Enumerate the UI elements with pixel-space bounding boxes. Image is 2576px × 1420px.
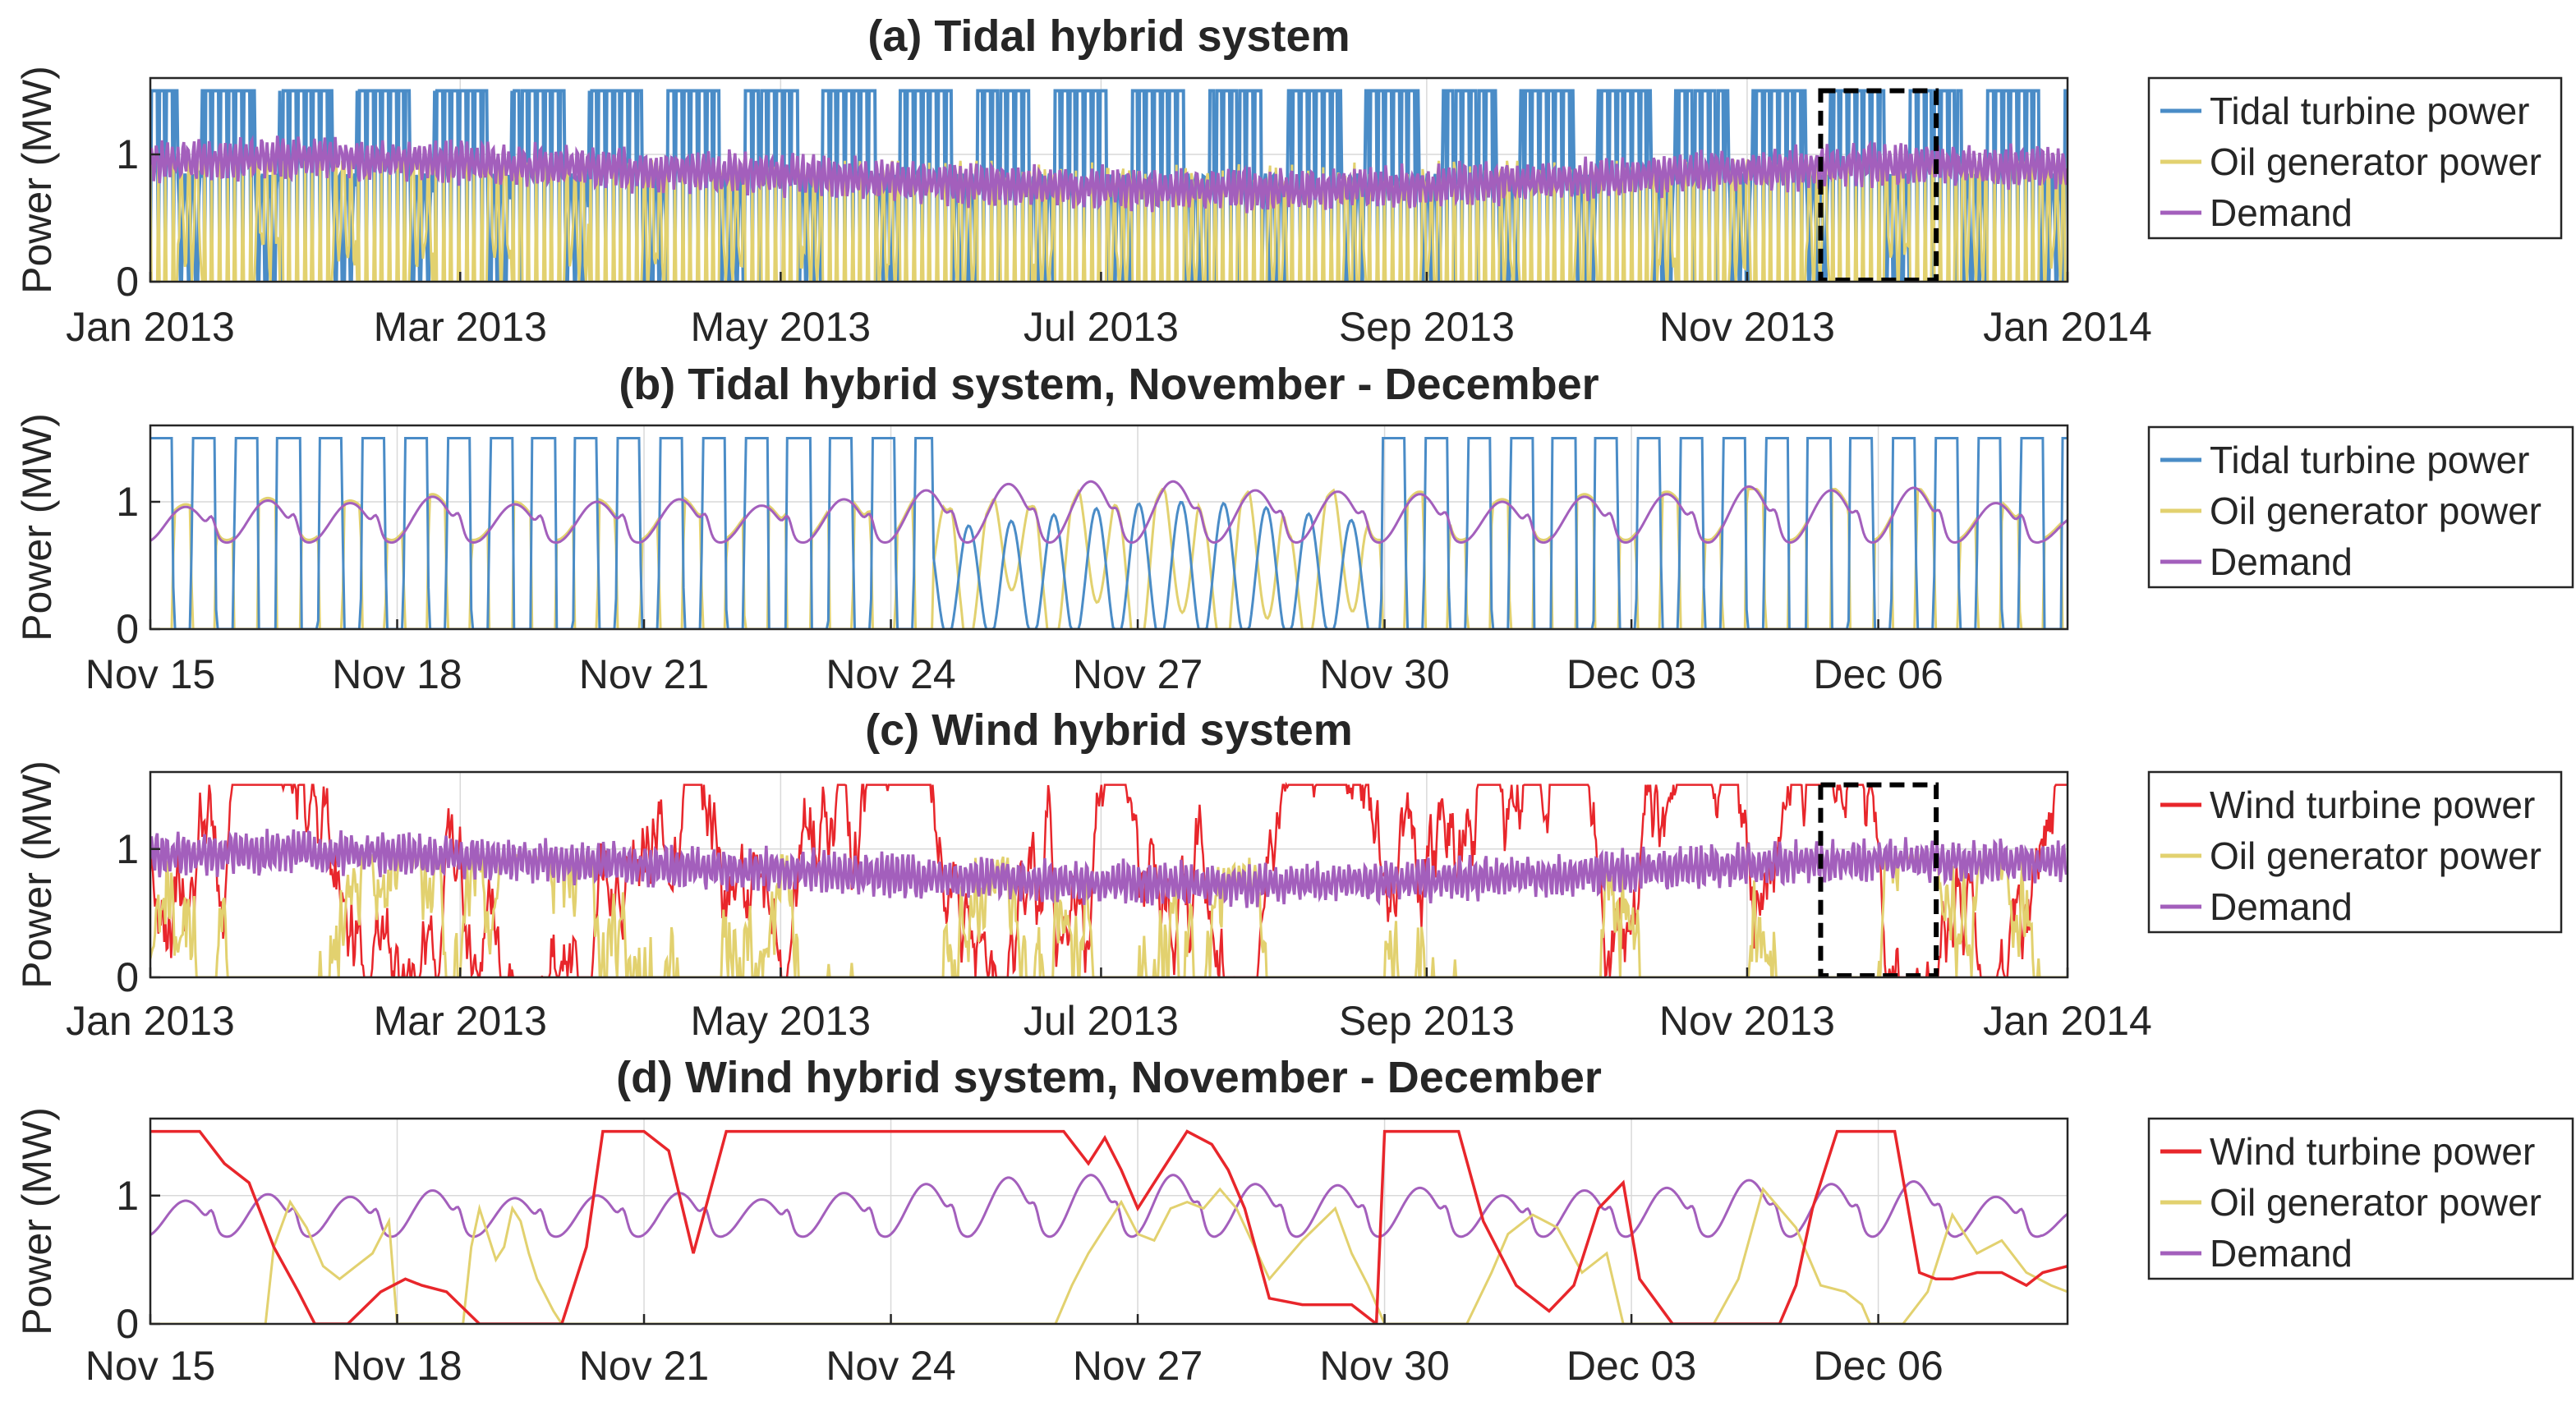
zoom-highlight-box [1818, 782, 1939, 977]
x-tick-label: Mar 2013 [374, 304, 547, 350]
legend-entry: Demand [2210, 1232, 2353, 1275]
legend-entry: Oil generator power [2210, 140, 2542, 183]
y-axis-label: Power (MW) [14, 413, 60, 641]
panel-d: (d) Wind hybrid system, November - Decem… [14, 1053, 2574, 1389]
x-tick-label: Jan 2013 [66, 998, 235, 1044]
y-tick-label: 1 [116, 826, 139, 872]
panel-title: (c) Wind hybrid system [865, 705, 1353, 755]
legend-entry: Wind turbine power [2210, 1130, 2535, 1173]
legend-entry: Oil generator power [2210, 1181, 2542, 1224]
series-oil-line [150, 488, 2068, 629]
x-tick-label: Nov 2013 [1659, 998, 1835, 1044]
x-tick-label: Jul 2013 [1024, 304, 1179, 350]
plot-area [150, 1129, 2068, 1324]
x-tick-label: May 2013 [691, 304, 872, 350]
x-tick-label: Dec 06 [1813, 1343, 1943, 1389]
zoom-highlight-box [1818, 88, 1939, 282]
x-tick-label: Jul 2013 [1024, 998, 1179, 1044]
x-tick-label: Nov 30 [1319, 1343, 1449, 1389]
x-tick-label: Dec 06 [1813, 651, 1943, 697]
x-tick-label: Nov 2013 [1659, 304, 1835, 350]
series-demand-line [150, 480, 2068, 545]
y-axis-label: Power (MW) [14, 761, 60, 989]
legend: Tidal turbine power Oil generator power De… [2147, 425, 2574, 589]
series-tidal-line [150, 437, 2068, 629]
x-tick-label: Nov 24 [826, 1343, 955, 1389]
legend-entry: Demand [2210, 885, 2353, 928]
y-tick-label: 0 [116, 606, 139, 652]
legend-entry: Tidal turbine power [2210, 439, 2530, 481]
y-tick-label: 0 [116, 1301, 139, 1347]
x-tick-label: Dec 03 [1566, 651, 1696, 697]
series-oil-line [150, 852, 2068, 977]
series-wind-line [150, 1129, 2068, 1324]
x-tick-label: Nov 15 [85, 1343, 215, 1389]
legend-box [2147, 76, 2563, 240]
panel-c: (c) Wind hybrid system 0 1 Jan 2013 Mar 2013… [14, 705, 2563, 1044]
x-tick-label: Mar 2013 [374, 998, 547, 1044]
y-tick-label: 0 [116, 259, 139, 305]
x-tick-label: Nov 15 [85, 651, 215, 697]
x-tick-label: Dec 03 [1566, 1343, 1696, 1389]
x-tick-label: Nov 21 [579, 1343, 709, 1389]
x-tick-label: Jan 2013 [66, 304, 235, 350]
y-tick-label: 0 [116, 954, 139, 1000]
plot-frame [149, 424, 2069, 631]
legend-entry: Tidal turbine power [2210, 90, 2530, 132]
plot-area [150, 88, 2068, 282]
legend-entry: Demand [2210, 540, 2353, 583]
panel-a: (a) Tidal hybrid system 0 1 Jan 2013 Mar 201… [14, 11, 2563, 350]
panel-title: (a) Tidal hybrid system [867, 11, 1350, 61]
panel-title: (d) Wind hybrid system, November - Decem… [616, 1053, 1602, 1102]
legend-box [2147, 770, 2563, 934]
legend-entry: Oil generator power [2210, 834, 2542, 877]
panel-b: (b) Tidal hybrid system, November - Dece… [14, 360, 2574, 697]
legend-entry: Demand [2210, 191, 2353, 234]
series-demand-line [150, 1174, 2068, 1238]
legend-entry: Oil generator power [2210, 489, 2542, 532]
x-tick-label: Nov 30 [1319, 651, 1449, 697]
x-tick-label: Nov 21 [579, 651, 709, 697]
plot-area [150, 437, 2068, 629]
x-tick-label: Sep 2013 [1339, 998, 1515, 1044]
x-tick-label: Sep 2013 [1339, 304, 1515, 350]
x-tick-label: Jan 2014 [1983, 304, 2152, 350]
panel-title: (b) Tidal hybrid system, November - Dece… [619, 360, 1598, 409]
plot-frame [149, 1117, 2069, 1326]
legend-entry: Wind turbine power [2210, 784, 2535, 826]
legend: Wind turbine power Oil generator power Dem… [2147, 770, 2563, 934]
x-tick-label: Nov 18 [332, 651, 462, 697]
series-demand-line [150, 829, 2068, 908]
legend: Tidal turbine power Oil generator power De… [2147, 76, 2563, 240]
y-tick-label: 1 [116, 131, 139, 177]
y-tick-label: 1 [116, 479, 139, 525]
x-tick-label: Jan 2014 [1983, 998, 2152, 1044]
plot-frame [149, 76, 2069, 283]
x-tick-label: Nov 24 [826, 651, 955, 697]
plot-frame [149, 770, 2069, 979]
legend-box [2147, 1117, 2574, 1280]
x-tick-label: Nov 27 [1073, 1343, 1203, 1389]
x-tick-label: May 2013 [691, 998, 872, 1044]
legend-box [2147, 425, 2574, 589]
x-tick-label: Nov 18 [332, 1343, 462, 1389]
x-tick-label: Nov 27 [1073, 651, 1203, 697]
y-tick-label: 1 [116, 1173, 139, 1219]
y-axis-label: Power (MW) [14, 1107, 60, 1335]
plot-area [150, 781, 2068, 977]
y-axis-label: Power (MW) [14, 66, 60, 294]
series-demand-line [150, 135, 2068, 214]
legend: Wind turbine power Oil generator power Dem… [2147, 1117, 2574, 1280]
